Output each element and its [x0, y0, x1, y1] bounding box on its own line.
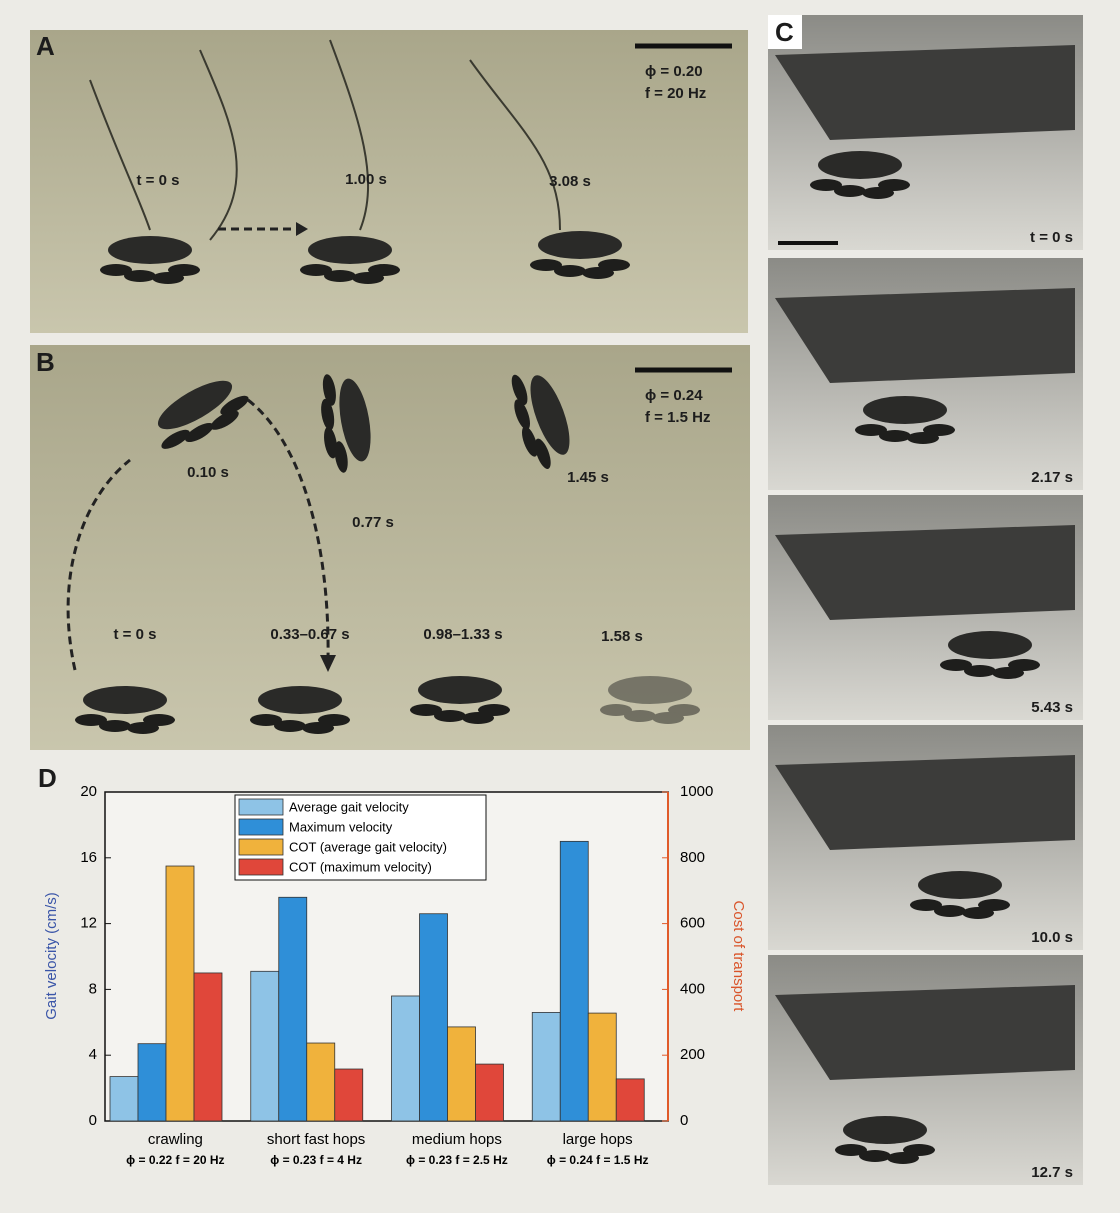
x-tick-label: medium hops: [412, 1131, 502, 1148]
foam-block: [775, 288, 1075, 383]
time: 0.10 s: [187, 464, 229, 481]
y-tick-label: 12: [80, 915, 97, 932]
x-tick-sublabel: ϕ = 0.23 f = 4 Hz: [270, 1153, 362, 1167]
x-tick-label: crawling: [148, 1131, 203, 1148]
y2-tick-label: 600: [680, 915, 705, 932]
time: 1.58 s: [601, 628, 643, 645]
frequency: f = 1.5 Hz: [645, 409, 710, 426]
foam-block: [775, 755, 1075, 850]
bar: [334, 1068, 364, 1122]
x-tick-label: short fast hops: [267, 1131, 365, 1148]
y2-tick-label: 400: [680, 980, 705, 997]
panel-label: D: [38, 763, 57, 793]
x-tick-sublabel: ϕ = 0.24 f = 1.5 Hz: [547, 1153, 649, 1167]
bar: [109, 1076, 139, 1122]
y-tick-label: 20: [80, 783, 97, 800]
y2-tick-label: 1000: [680, 783, 713, 800]
legend-swatch: [238, 798, 284, 816]
frequency: f = 20 Hz: [645, 85, 706, 102]
arrow-head: [296, 222, 308, 236]
time: 10.0 s: [1031, 929, 1073, 946]
panel-label: B: [36, 347, 55, 377]
y-tick-label: 0: [89, 1112, 97, 1129]
y-tick-label: 4: [89, 1046, 97, 1063]
time: t = 0 s: [114, 626, 157, 643]
time: 0.33–0.67 s: [270, 626, 349, 643]
legend-swatch: [238, 818, 284, 836]
panel-label: A: [36, 31, 55, 61]
bar: [306, 1042, 336, 1122]
bar: [250, 970, 280, 1122]
y2-tick-label: 800: [680, 849, 705, 866]
legend-label: Maximum velocity: [289, 819, 393, 834]
foam-block: [775, 45, 1075, 140]
bar: [531, 1012, 561, 1122]
legend-label: COT (maximum velocity): [289, 859, 432, 874]
legend-label: Average gait velocity: [289, 799, 409, 814]
bar: [615, 1078, 645, 1122]
time: 1.45 s: [567, 469, 609, 486]
photo-a: [30, 30, 748, 333]
bar: [391, 995, 420, 1122]
bar: [447, 1026, 476, 1122]
bar: [137, 1043, 167, 1122]
bar: [587, 1012, 617, 1122]
time: 5.43 s: [1031, 699, 1073, 716]
time: 1.00 s: [345, 171, 387, 188]
bar: [165, 865, 195, 1122]
x-tick-sublabel: ϕ = 0.23 f = 2.5 Hz: [406, 1153, 508, 1167]
phi: ϕ = 0.20: [645, 63, 703, 80]
phi: ϕ = 0.24: [645, 387, 703, 404]
time: t = 0 s: [137, 172, 180, 189]
bar: [193, 972, 223, 1122]
arrow: [247, 398, 330, 661]
y-tick-label: 8: [89, 980, 97, 997]
foam-block: [775, 985, 1075, 1080]
foam-block: [775, 525, 1075, 620]
wires: [89, 39, 561, 241]
arrow: [66, 458, 131, 671]
y2-axis-label: Cost of transport: [730, 901, 747, 1013]
arrow-head: [320, 655, 336, 672]
time: 0.98–1.33 s: [423, 626, 502, 643]
time: 0.77 s: [352, 514, 394, 531]
y2-tick-label: 0: [680, 1112, 688, 1129]
time: t = 0 s: [1030, 229, 1073, 246]
bar: [278, 896, 308, 1122]
bar: [559, 840, 589, 1122]
x-tick-label: large hops: [563, 1131, 633, 1148]
legend-swatch: [238, 858, 284, 876]
label-box: [768, 15, 802, 49]
y-tick-label: 16: [80, 849, 97, 866]
time: 12.7 s: [1031, 1164, 1073, 1181]
y2-tick-label: 200: [680, 1046, 705, 1063]
bar: [475, 1063, 504, 1122]
time: 2.17 s: [1031, 469, 1073, 486]
x-tick-sublabel: ϕ = 0.22 f = 20 Hz: [126, 1153, 224, 1167]
y-axis-label: Gait velocity (cm/s): [43, 892, 60, 1020]
panel-c: t = 0 s 2.17 s 5.43 s 10.0 s 12.7 s: [768, 15, 1083, 1185]
bar: [419, 913, 448, 1122]
legend-label: COT (average gait velocity): [289, 839, 447, 854]
time: 3.08 s: [549, 173, 591, 190]
legend-swatch: [238, 838, 284, 856]
panel-label: C: [775, 17, 794, 47]
